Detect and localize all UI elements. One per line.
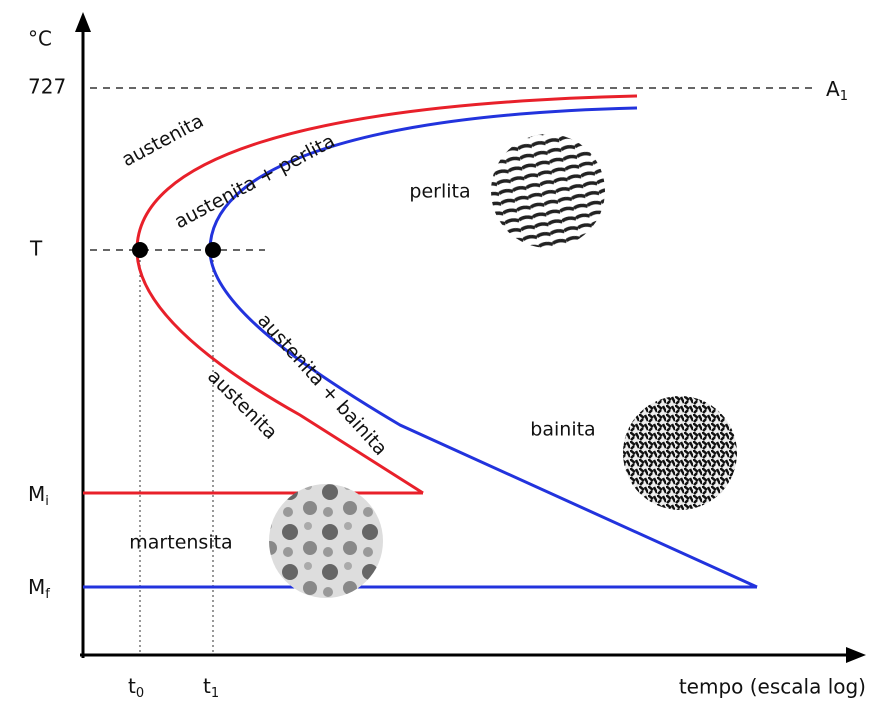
label-base: M [28,575,45,599]
label-sub: 1 [840,89,848,104]
martensita-image [269,484,383,598]
y-label-mf: Mf [28,575,50,602]
y-label-727: 727 [28,75,66,99]
y-unit: °C [28,27,52,51]
x-mark-t1: t1 [203,674,219,701]
region-label: perlita [409,181,470,203]
x-arrow [846,647,866,663]
y-label-t: T [29,237,43,261]
point-t0 [132,242,148,258]
ttt-diagram: °C 727 T Mi Mf A1 t0 t1 tempo (escala lo… [0,0,879,707]
region-label: austenita + bainita [253,309,391,459]
label-sub: i [45,494,49,509]
region-label: martensita [129,532,232,554]
label-base: M [28,482,45,506]
point-t1 [205,242,221,258]
y-label-mi: Mi [28,482,49,509]
region-label: austenita [118,110,207,171]
label-sub: 1 [211,686,219,701]
label-base: t [203,674,211,698]
label-sub: f [45,587,50,602]
region-label: bainita [530,419,595,441]
label-base: A [826,77,840,101]
x-label: tempo (escala log) [679,675,866,699]
bainita-image [623,396,737,510]
label-sub: 0 [136,686,144,701]
perlita-image [491,134,605,248]
region-label: austenita [203,365,282,444]
x-mark-t0: t0 [128,674,144,701]
label-base: t [128,674,136,698]
a1-label: A1 [826,77,848,104]
y-arrow [75,12,91,32]
